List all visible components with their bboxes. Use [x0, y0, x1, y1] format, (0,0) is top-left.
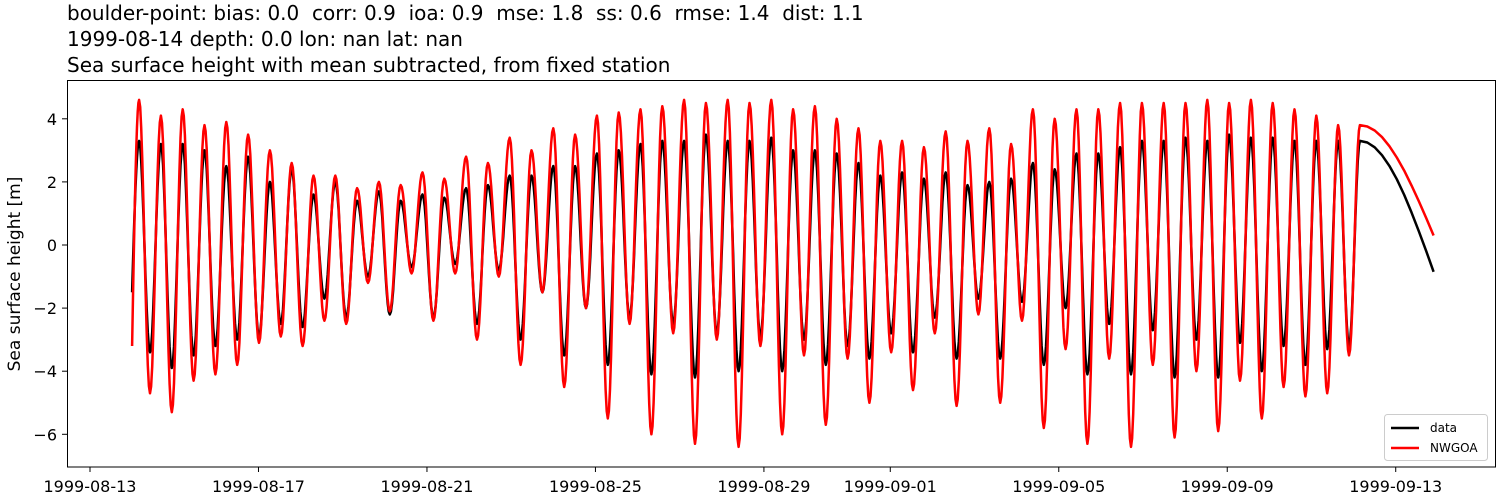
series-line-data [130, 133, 1435, 379]
title-description-line: Sea surface height with mean subtracted,… [67, 53, 671, 77]
y-tick-label: −2 [33, 299, 57, 318]
y-tick-label: 0 [47, 236, 57, 255]
x-tick-label: 1999-08-13 [44, 477, 137, 496]
title-date-line: 1999-08-14 depth: 0.0 lon: nan lat: nan [67, 27, 463, 51]
axes-frame [67, 80, 1496, 468]
x-tick-label: 1999-08-25 [549, 477, 642, 496]
x-tick-label: 1999-09-05 [1012, 477, 1105, 496]
x-tick-label: 1999-09-01 [844, 477, 937, 496]
y-axis: 4 2 0 −2 −4 −6 [33, 110, 67, 444]
x-tick-label: 1999-08-21 [380, 477, 473, 496]
x-tick-label: 1999-08-17 [212, 477, 305, 496]
y-tick-label: −6 [33, 425, 57, 444]
x-tick-label: 1999-09-09 [1181, 477, 1274, 496]
series-line-nwgoa [130, 98, 1435, 449]
y-tick-label: 2 [47, 173, 57, 192]
x-tick-label: 1999-08-29 [717, 477, 810, 496]
title-stats-line: boulder-point: bias: 0.0 corr: 0.9 ioa: … [67, 1, 864, 25]
x-axis: 1999-08-13 1999-08-17 1999-08-21 1999-08-25… [44, 467, 1442, 496]
chart-title: boulder-point: bias: 0.0 corr: 0.9 ioa: … [67, 0, 864, 78]
legend-label-nwgoa: NWGOA [1430, 441, 1478, 455]
y-tick-label: 4 [47, 110, 57, 129]
y-axis-label: Sea surface height [m] [5, 177, 25, 372]
legend-label-data: data [1430, 421, 1457, 435]
plot-lines [130, 98, 1435, 449]
x-tick-label: 1999-09-13 [1349, 477, 1442, 496]
y-tick-label: −4 [33, 362, 57, 381]
legend: data NWGOA [1384, 414, 1488, 461]
